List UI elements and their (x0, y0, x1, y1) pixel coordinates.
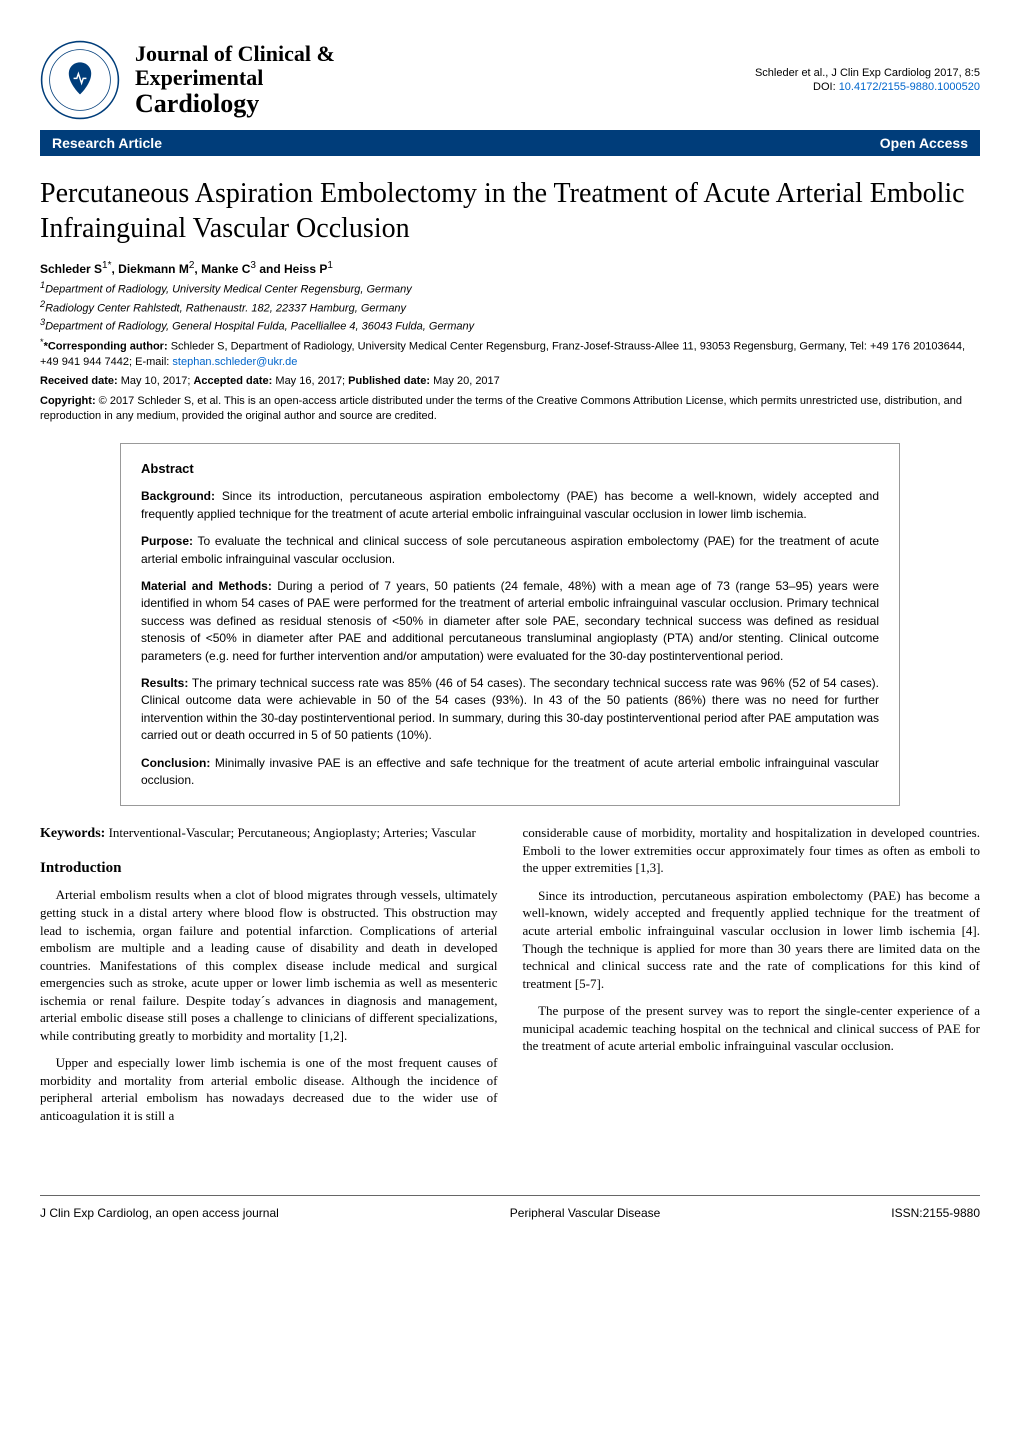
copyright: Copyright: © 2017 Schleder S, et al. Thi… (40, 394, 980, 425)
introduction-heading: Introduction (40, 858, 498, 878)
intro-right-paragraph-1: considerable cause of morbidity, mortali… (523, 824, 981, 877)
affiliation-3: 3Department of Radiology, General Hospit… (40, 317, 980, 333)
intro-left-paragraph-2: Upper and especially lower limb ischemia… (40, 1054, 498, 1124)
affiliation-1: 1Department of Radiology, University Med… (40, 280, 980, 296)
intro-right-paragraph-2: Since its introduction, percutaneous asp… (523, 887, 981, 992)
header-left: Journal of Clinical & Experimental Cardi… (40, 40, 435, 120)
abstract-paragraph-4: Results: The primary technical success r… (141, 675, 879, 745)
footer-left: J Clin Exp Cardiolog, an open access jou… (40, 1206, 279, 1220)
intro-left-paragraph-1: Arterial embolism results when a clot of… (40, 886, 498, 1044)
intro-right-paragraph-3: The purpose of the present survey was to… (523, 1002, 981, 1055)
authors: Schleder S1*, Diekmann M2, Manke C3 and … (40, 260, 980, 276)
article-title: Percutaneous Aspiration Embolectomy in t… (40, 176, 980, 246)
header: Journal of Clinical & Experimental Cardi… (40, 40, 980, 120)
footer-center: Peripheral Vascular Disease (510, 1206, 661, 1220)
received-date: May 10, 2017; (118, 375, 194, 387)
published-date: May 20, 2017 (430, 375, 500, 387)
page-footer: J Clin Exp Cardiolog, an open access jou… (40, 1195, 980, 1220)
keywords: Keywords: Interventional-Vascular; Percu… (40, 824, 498, 844)
accepted-label: Accepted date: (193, 375, 272, 387)
citation: Schleder et al., J Clin Exp Cardiolog 20… (755, 66, 980, 95)
abstract-paragraph-1: Background: Since its introduction, perc… (141, 488, 879, 523)
accepted-date: May 16, 2017; (272, 375, 348, 387)
journal-title: Journal of Clinical & Experimental Cardi… (135, 42, 435, 119)
affiliations: 1Department of Radiology, University Med… (40, 280, 980, 333)
article-type-banner: Research Article Open Access (40, 130, 980, 156)
abstract-heading: Abstract (141, 460, 879, 479)
body-columns: Keywords: Interventional-Vascular; Percu… (40, 824, 980, 1134)
abstract-paragraph-2: Purpose: To evaluate the technical and c… (141, 533, 879, 568)
column-left: Keywords: Interventional-Vascular; Percu… (40, 824, 498, 1134)
footer-right: ISSN:2155-9880 (891, 1206, 980, 1220)
doi-label: DOI: (813, 81, 839, 93)
published-label: Published date: (348, 375, 430, 387)
keywords-label: Keywords: (40, 826, 105, 841)
abstract-paragraph-5: Conclusion: Minimally invasive PAE is an… (141, 755, 879, 790)
banner-left: Research Article (52, 135, 162, 151)
corresponding-label: *Corresponding author: (44, 341, 168, 353)
corresponding-email[interactable]: stephan.schleder@ukr.de (172, 356, 297, 368)
doi-link[interactable]: 10.4172/2155-9880.1000520 (839, 81, 980, 93)
journal-logo (40, 40, 120, 120)
abstract-paragraph-3: Material and Methods: During a period of… (141, 578, 879, 665)
dates: Received date: May 10, 2017; Accepted da… (40, 374, 980, 389)
received-label: Received date: (40, 375, 118, 387)
corresponding-author: **Corresponding author: Schleder S, Depa… (40, 336, 980, 370)
keywords-text: Interventional-Vascular; Percutaneous; A… (105, 825, 476, 840)
column-right: considerable cause of morbidity, mortali… (523, 824, 981, 1134)
copyright-label: Copyright: (40, 395, 96, 407)
copyright-text: © 2017 Schleder S, et al. This is an ope… (40, 395, 962, 422)
abstract-box: Abstract Background: Since its introduct… (120, 443, 900, 807)
affiliation-2: 2Radiology Center Rahlstedt, Rathenaustr… (40, 299, 980, 315)
journal-title-line-1: Journal of Clinical & Experimental (135, 41, 335, 90)
citation-line: Schleder et al., J Clin Exp Cardiolog 20… (755, 67, 980, 79)
journal-title-line-2: Cardiology (135, 89, 259, 118)
banner-right: Open Access (880, 135, 968, 151)
